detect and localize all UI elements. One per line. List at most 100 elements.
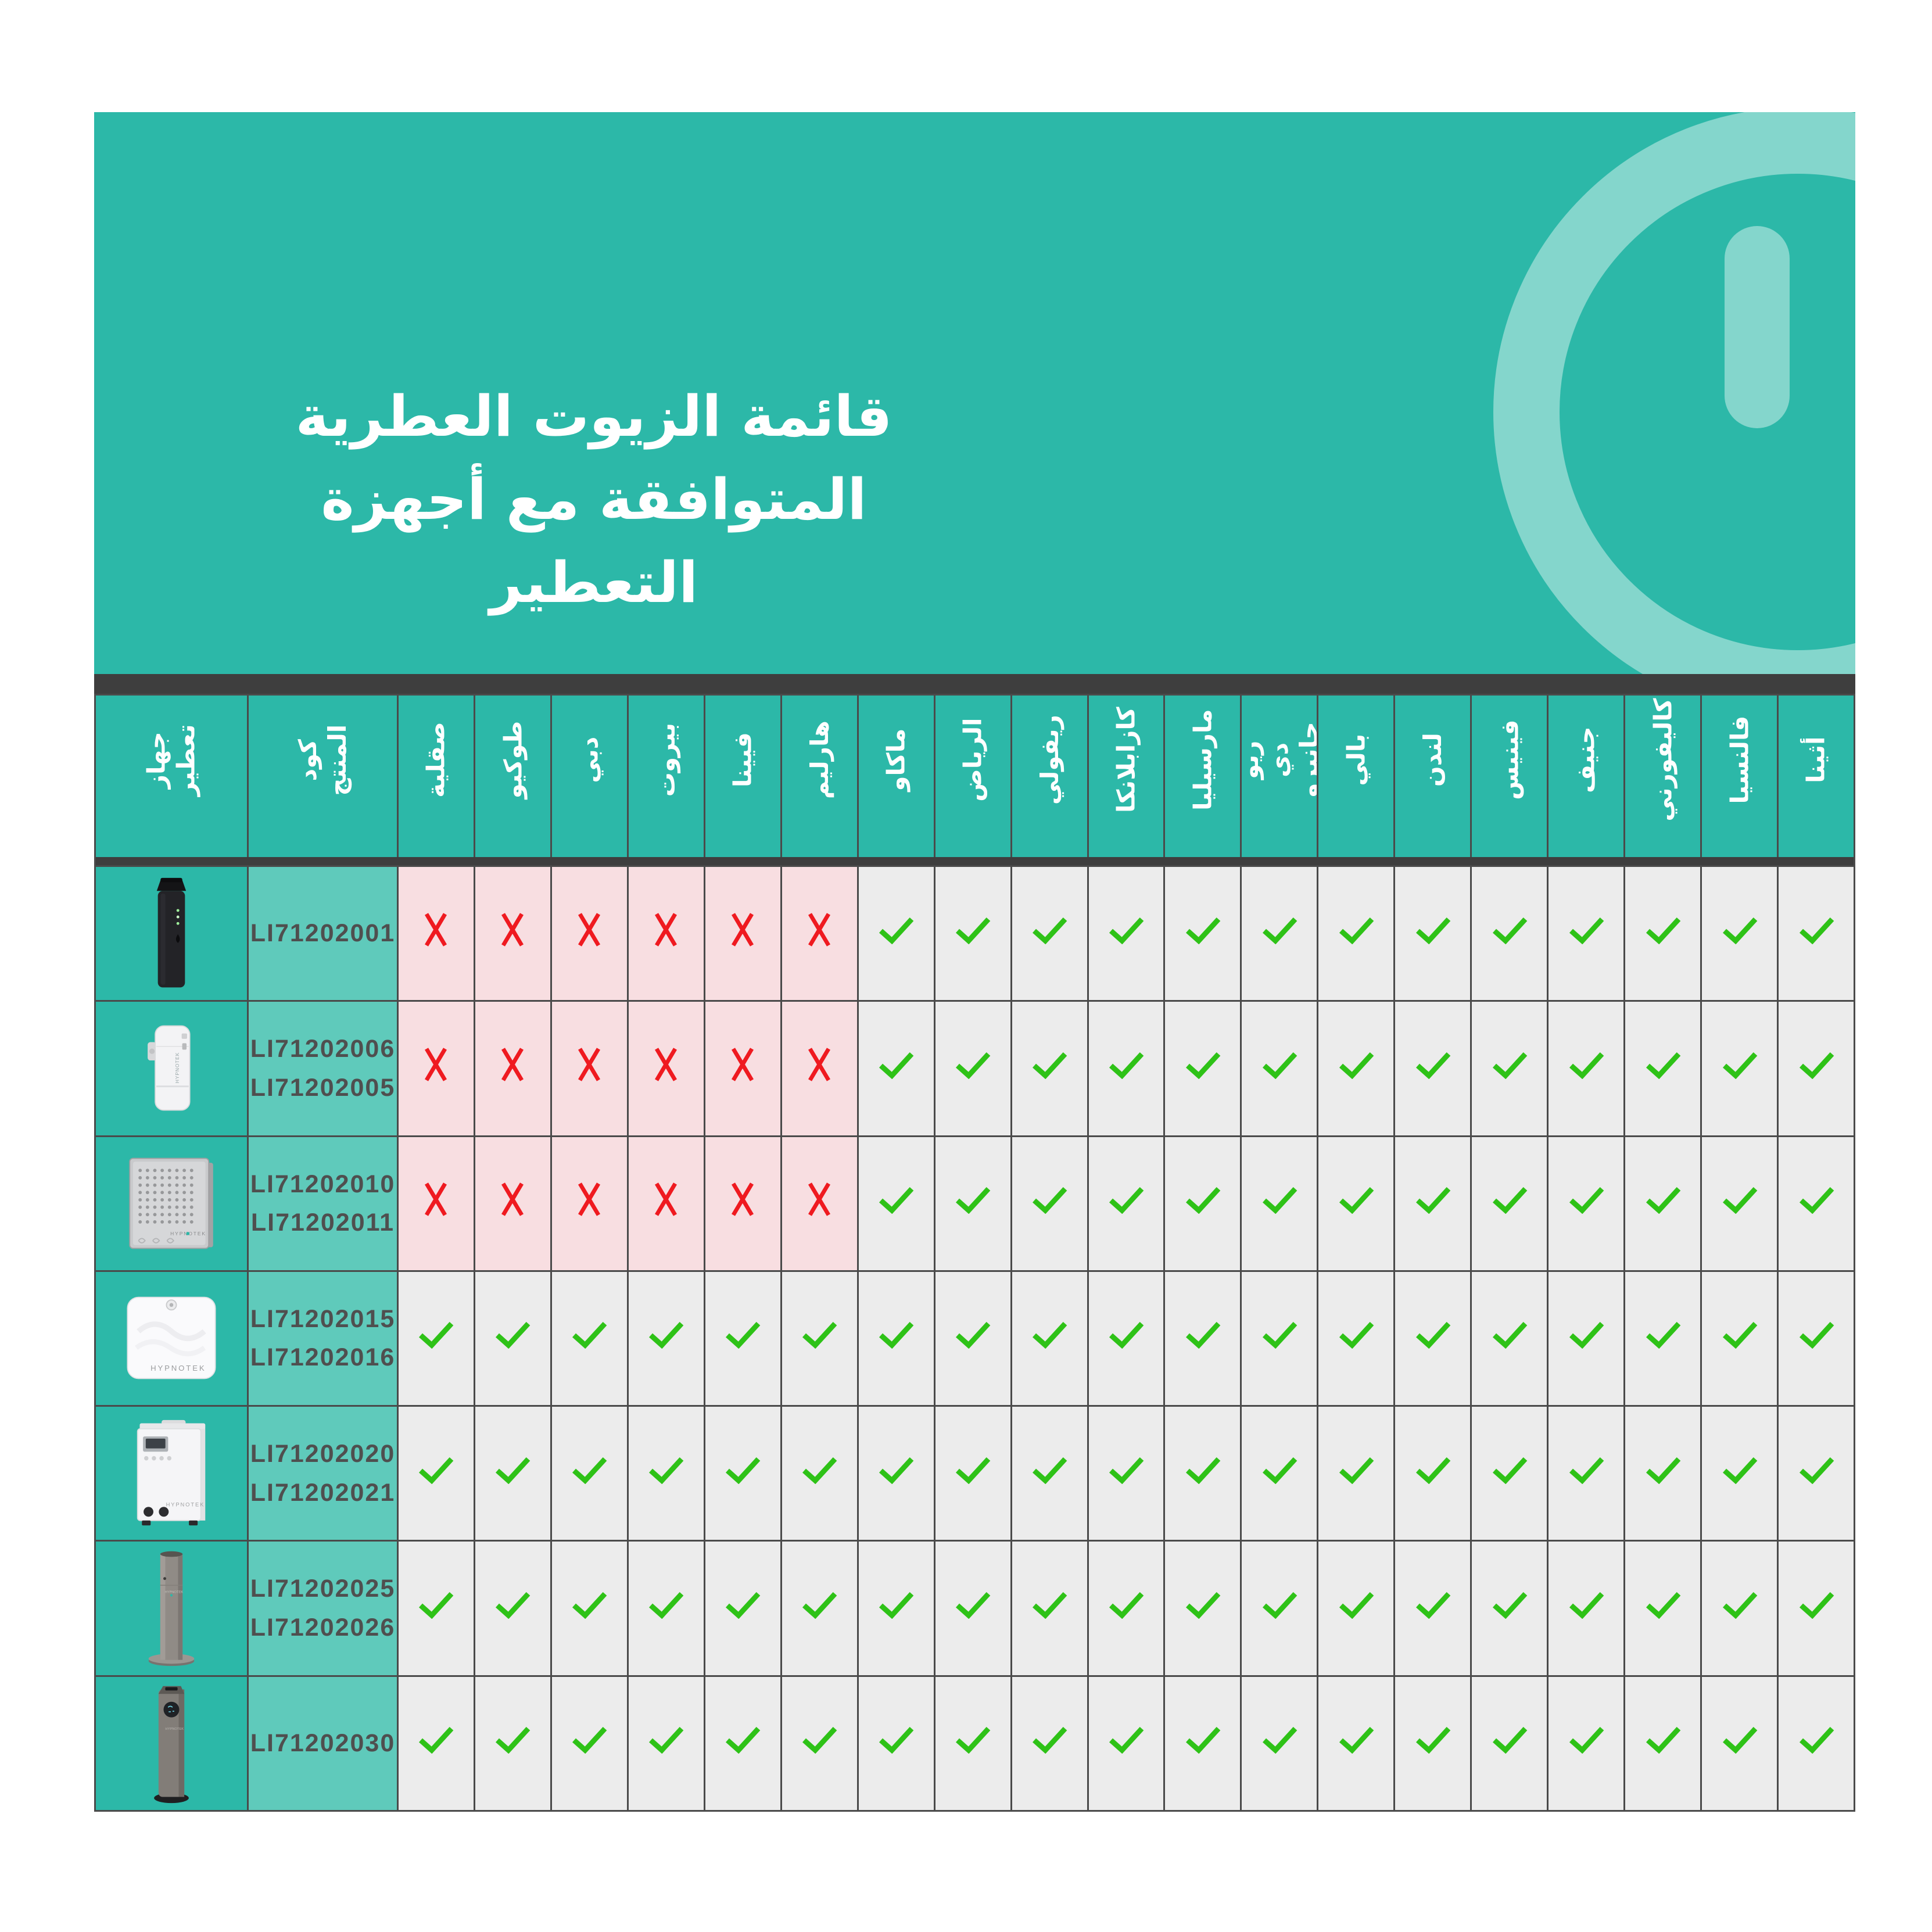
device-image-gray-tower-display: HYPNOTEK bbox=[154, 1686, 189, 1804]
table-row: HYPNOTEK LI71202010 LI71202011 bbox=[96, 1135, 1854, 1270]
column-header-scent-18: فالنسيا bbox=[1700, 696, 1777, 857]
compatible-cell bbox=[703, 1675, 780, 1810]
check-icon bbox=[1722, 1592, 1757, 1619]
compatible-cell bbox=[780, 1675, 857, 1810]
compatible-cell bbox=[703, 1405, 780, 1540]
compatible-cell bbox=[1777, 865, 1854, 1001]
check-icon bbox=[649, 1727, 684, 1754]
check-icon bbox=[1569, 917, 1604, 944]
compatible-cell bbox=[1163, 865, 1241, 1001]
cross-icon bbox=[501, 912, 524, 947]
compatible-cell bbox=[856, 1540, 934, 1675]
check-icon bbox=[1109, 1052, 1144, 1079]
compatible-cell bbox=[1393, 1405, 1471, 1540]
compatible-cell bbox=[1623, 1270, 1701, 1406]
check-icon bbox=[1262, 1592, 1297, 1619]
product-code: LI71202020 bbox=[250, 1440, 396, 1468]
cross-icon bbox=[732, 1182, 754, 1216]
incompatible-cell bbox=[397, 865, 474, 1001]
check-icon bbox=[649, 1322, 684, 1349]
incompatible-cell bbox=[703, 1135, 780, 1270]
cross-icon bbox=[578, 1182, 601, 1216]
compatible-cell bbox=[1777, 1540, 1854, 1675]
compatible-cell bbox=[1700, 1000, 1777, 1135]
compatible-cell bbox=[626, 1675, 704, 1810]
check-icon bbox=[1492, 1322, 1528, 1349]
check-icon bbox=[1492, 917, 1528, 944]
check-icon bbox=[956, 1727, 991, 1754]
incompatible-cell bbox=[473, 1000, 550, 1135]
incompatible-cell bbox=[397, 1135, 474, 1270]
table-row: HYPNOTEK LI71202030 bbox=[96, 1675, 1854, 1810]
compatible-cell bbox=[1010, 1270, 1087, 1406]
product-code-cell: LI71202001 bbox=[247, 865, 397, 1001]
cross-icon bbox=[655, 912, 678, 947]
device-cell bbox=[96, 865, 247, 1001]
compatible-cell bbox=[1393, 1000, 1471, 1135]
cross-icon bbox=[578, 912, 601, 947]
compatible-cell bbox=[1470, 1000, 1547, 1135]
incompatible-cell bbox=[550, 1000, 627, 1135]
compatible-cell bbox=[473, 1405, 550, 1540]
compatible-cell bbox=[1317, 1540, 1394, 1675]
compatible-cell bbox=[933, 865, 1010, 1001]
check-icon bbox=[419, 1322, 454, 1349]
check-icon bbox=[1185, 1187, 1221, 1214]
compatible-cell bbox=[1010, 1540, 1087, 1675]
column-header-scent-1: صقلية bbox=[397, 696, 474, 857]
check-icon bbox=[1722, 1727, 1757, 1754]
table-row: HYPNOTEK LI71202006 LI71202005 bbox=[96, 1000, 1854, 1135]
check-icon bbox=[419, 1457, 454, 1484]
check-icon bbox=[726, 1727, 761, 1754]
compatible-cell bbox=[1700, 1405, 1777, 1540]
scent-name-label: كاليفورني bbox=[1648, 698, 1677, 822]
check-icon bbox=[1339, 917, 1374, 944]
page-title-line-1: قائمة الزيوت العطرية bbox=[295, 383, 892, 449]
check-icon bbox=[802, 1322, 837, 1349]
device-image-silver-wall-panel: HYPNOTEK bbox=[129, 1157, 213, 1249]
product-code: LI71202025 bbox=[250, 1575, 396, 1603]
compatible-cell bbox=[856, 865, 934, 1001]
compatible-cell bbox=[856, 1270, 934, 1406]
compatible-cell bbox=[1010, 1000, 1087, 1135]
svg-text:HYPNOTEK: HYPNOTEK bbox=[165, 1591, 184, 1594]
compatible-cell bbox=[1163, 1540, 1241, 1675]
compatible-cell bbox=[1700, 865, 1777, 1001]
compatible-cell bbox=[1240, 1270, 1317, 1406]
check-icon bbox=[1109, 917, 1144, 944]
incompatible-cell bbox=[550, 1135, 627, 1270]
incompatible-cell bbox=[626, 1135, 704, 1270]
product-code: LI71202021 bbox=[250, 1478, 396, 1507]
incompatible-cell bbox=[473, 1135, 550, 1270]
product-code-cell: LI71202030 bbox=[247, 1675, 397, 1810]
compatible-cell bbox=[1700, 1675, 1777, 1810]
check-icon bbox=[1569, 1727, 1604, 1754]
compatible-cell bbox=[780, 1540, 857, 1675]
device-cell: HYPNOTEK bbox=[96, 1270, 247, 1406]
check-icon bbox=[879, 1052, 914, 1079]
product-code: LI71202016 bbox=[250, 1343, 396, 1372]
compatible-cell bbox=[703, 1540, 780, 1675]
compatible-cell bbox=[1393, 1540, 1471, 1675]
check-icon bbox=[1109, 1457, 1144, 1484]
compatible-cell bbox=[1623, 1540, 1701, 1675]
check-icon bbox=[726, 1592, 761, 1619]
compatible-cell bbox=[1470, 1270, 1547, 1406]
check-icon bbox=[726, 1322, 761, 1349]
compatible-cell bbox=[1317, 1135, 1394, 1270]
compatible-cell bbox=[1623, 1135, 1701, 1270]
scent-name-label: فيينا bbox=[728, 732, 757, 788]
product-code: LI71202015 bbox=[250, 1304, 396, 1333]
check-icon bbox=[1185, 1457, 1221, 1484]
cross-icon bbox=[425, 912, 447, 947]
compatible-cell bbox=[1087, 1405, 1164, 1540]
product-code-cell: LI71202006 LI71202005 bbox=[247, 1000, 397, 1135]
compatibility-table: جهاز تعطير كود المنتج صقلية طوكيو دبي بيروت في… bbox=[94, 694, 1855, 1812]
product-code-cell: LI71202025 LI71202026 bbox=[247, 1540, 397, 1675]
cross-icon bbox=[578, 1048, 601, 1081]
incompatible-cell bbox=[703, 1000, 780, 1135]
product-code: LI71202005 bbox=[250, 1073, 396, 1102]
check-icon bbox=[956, 1457, 991, 1484]
scent-name-label: مارسيليا bbox=[1188, 709, 1217, 811]
